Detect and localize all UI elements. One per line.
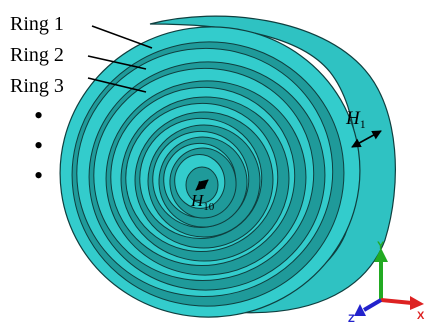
- leader-line-ring-1: [91, 25, 153, 49]
- leader-line-ring-2: [87, 55, 147, 70]
- h1-label-sub: 1: [360, 117, 366, 131]
- label-ring-1: Ring 1: [10, 13, 64, 35]
- ring-labels: Ring 1 Ring 2 Ring 3: [10, 13, 153, 97]
- h1-label: H1: [345, 108, 366, 131]
- x-axis-arrowhead: [410, 296, 424, 310]
- x-axis-label: X: [417, 310, 425, 322]
- leader-line-ring-3: [87, 77, 147, 93]
- dimension-h10: H10: [190, 179, 215, 213]
- z-axis-line: [362, 298, 383, 312]
- h10-label-sub: 10: [203, 201, 215, 213]
- h10-label-main: H: [190, 191, 205, 210]
- label-ring-2: Ring 2: [10, 44, 64, 66]
- axis-triad: Y Z X: [348, 240, 425, 325]
- dimension-h1: H1: [345, 108, 382, 148]
- z-axis-label: Z: [348, 313, 355, 325]
- bullet-1: •: [34, 101, 43, 130]
- y-axis-label: Y: [377, 240, 385, 252]
- bullet-2: •: [34, 131, 43, 160]
- h1-arrow: [351, 130, 382, 148]
- y-axis-arrowhead: [374, 248, 388, 262]
- z-axis-arrowhead: [354, 304, 366, 316]
- x-axis-line: [380, 298, 413, 305]
- h10-arrow: [195, 179, 209, 191]
- label-ring-3: Ring 3: [10, 75, 64, 97]
- bullet-3: •: [34, 161, 43, 190]
- h1-label-main: H: [345, 108, 361, 129]
- h10-label: H10: [190, 191, 215, 213]
- ellipsis-bullets: • • •: [34, 101, 43, 190]
